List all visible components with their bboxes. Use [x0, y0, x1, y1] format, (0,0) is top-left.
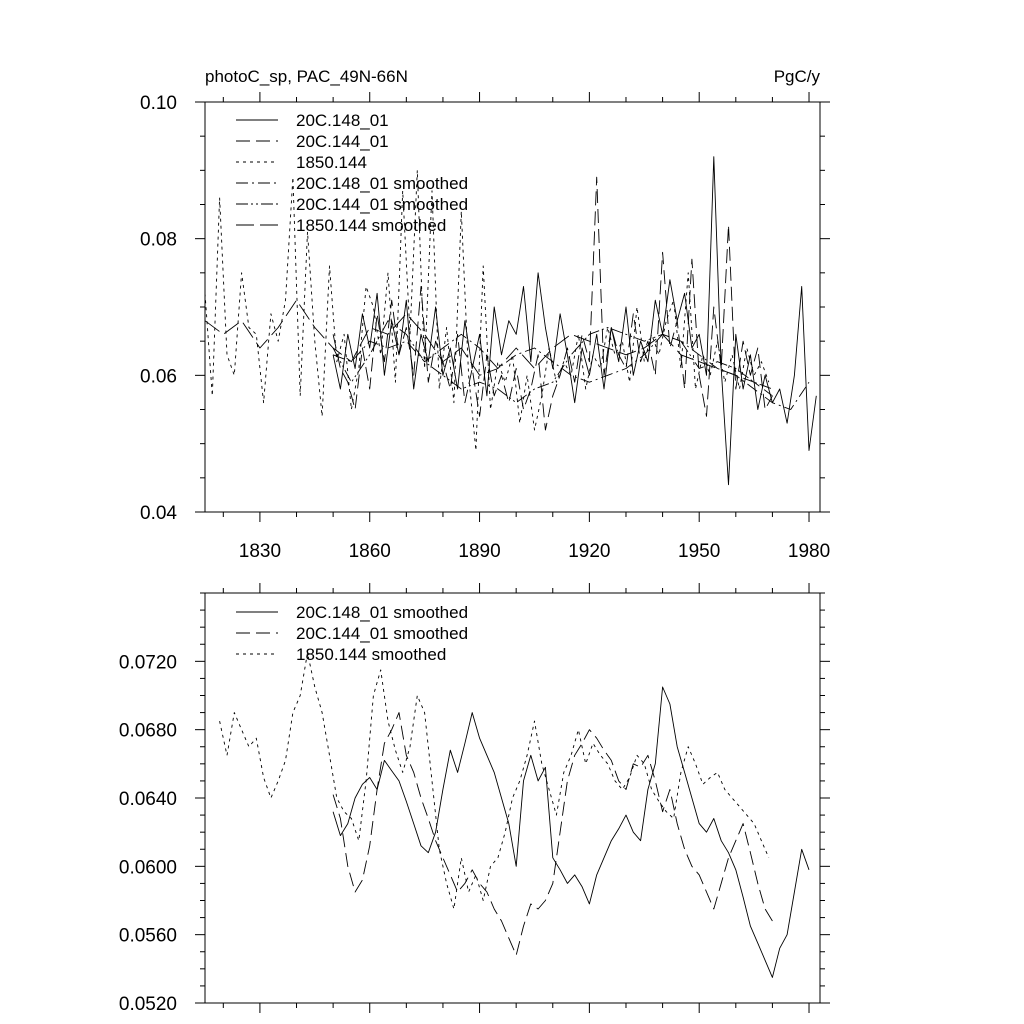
- x-tick-label: 1920: [568, 541, 610, 562]
- series-line-1850-144: [204, 169, 770, 451]
- series-line-20c-148-01: [332, 156, 817, 486]
- y-tick-label: 0.0680: [119, 721, 177, 742]
- legend-label: 1850.144 smoothed: [296, 216, 446, 235]
- legend-label: 20C.148_01 smoothed: [296, 174, 468, 193]
- legend-label: 20C.144_01 smoothed: [296, 624, 468, 643]
- top-panel-title: photoC_sp, PAC_49N-66N: [205, 67, 408, 86]
- series-line-20c-144-01-smoothed: [332, 712, 773, 956]
- legend-label: 1850.144 smoothed: [296, 645, 446, 664]
- y-tick-label: 0.0560: [119, 926, 177, 947]
- y-tick-label: 0.04: [140, 503, 177, 524]
- y-tick-label: 0.06: [140, 366, 177, 387]
- top-panel: photoC_sp, PAC_49N-66N PgC/y 1830 1860 189…: [140, 67, 830, 562]
- bottom-panel: 0.0520 0.0560 0.0600 0.0640 0.0680 0.0720 20C.…: [119, 583, 830, 1015]
- legend-label: 1850.144: [296, 153, 367, 172]
- x-tick-label: 1830: [239, 541, 281, 562]
- x-tick-label: 1890: [458, 541, 500, 562]
- top-panel-units: PgC/y: [774, 67, 821, 86]
- legend-label: 20C.148_01: [296, 111, 389, 130]
- x-tick-label: 1860: [349, 541, 391, 562]
- legend-label: 20C.148_01 smoothed: [296, 603, 468, 622]
- series-line-20c-148-01-smoothed: [332, 686, 810, 978]
- x-tick-label: 1950: [678, 541, 720, 562]
- series-line-1850-144-smoothed: [204, 299, 773, 397]
- legend-label: 20C.144_01: [296, 132, 389, 151]
- series-line-20c-144-01-smoothed: [332, 320, 773, 404]
- y-tick-label: 0.0600: [119, 857, 177, 878]
- series-line-20c-144-01: [332, 176, 773, 431]
- x-tick-label: 1980: [788, 541, 830, 562]
- y-tick-label: 0.08: [140, 230, 177, 251]
- y-tick-label: 0.0640: [119, 789, 177, 810]
- y-tick-label: 0.0720: [119, 652, 177, 673]
- series-line-1850-144-smoothed: [219, 652, 770, 910]
- legend-label: 20C.144_01 smoothed: [296, 195, 468, 214]
- y-tick-label: 0.10: [140, 93, 177, 114]
- y-tick-label: 0.0520: [119, 994, 177, 1015]
